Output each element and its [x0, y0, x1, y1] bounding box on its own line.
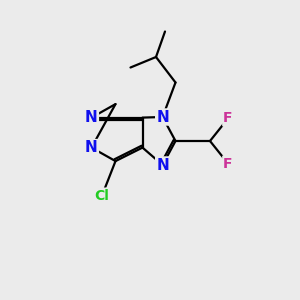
Text: F: F	[223, 157, 233, 170]
Text: Cl: Cl	[94, 189, 110, 202]
Text: N: N	[85, 140, 98, 155]
Text: N: N	[156, 158, 169, 172]
Text: F: F	[223, 112, 233, 125]
Text: N: N	[156, 110, 169, 124]
Text: N: N	[85, 110, 98, 125]
